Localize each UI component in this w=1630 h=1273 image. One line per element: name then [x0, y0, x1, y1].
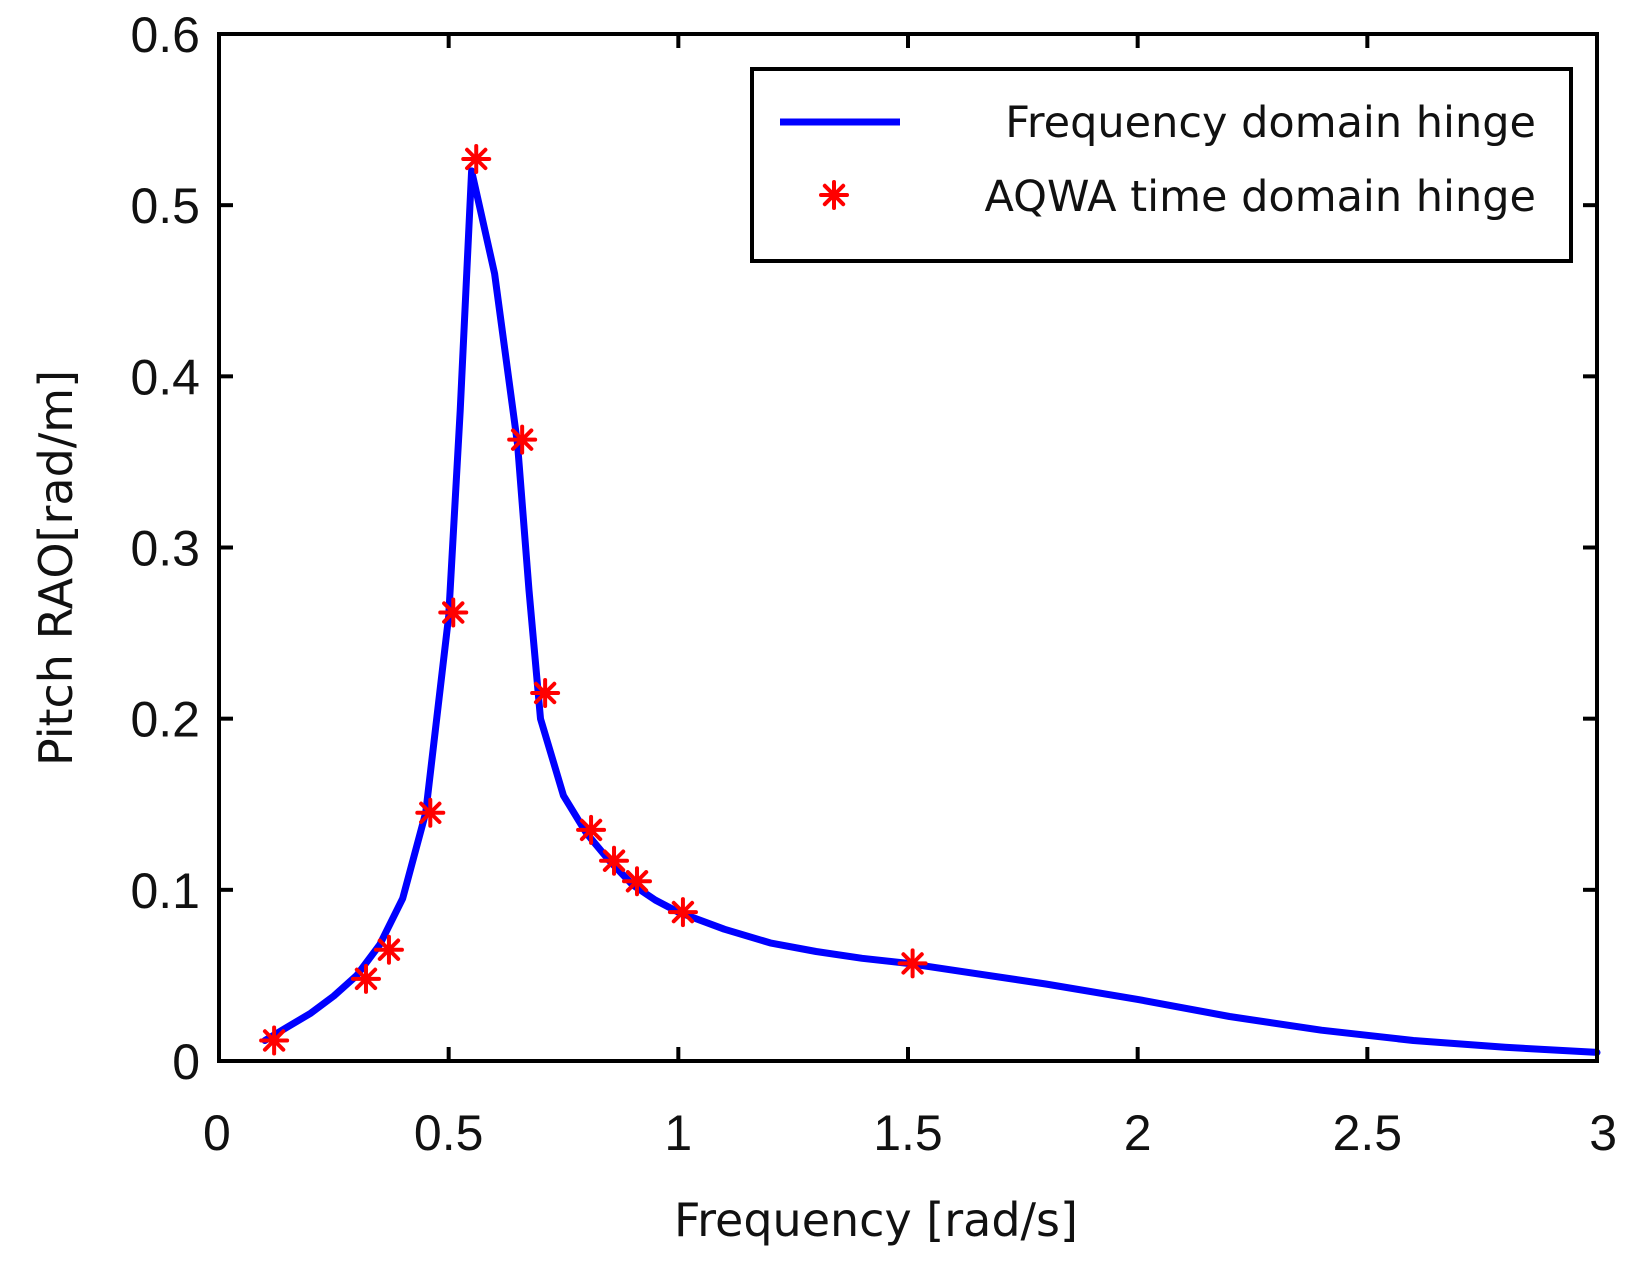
legend: Frequency domain hinge AQWA time domain …	[750, 67, 1573, 263]
x-tick-label: 0	[203, 1105, 231, 1161]
aqwa-data-point	[373, 934, 404, 965]
aqwa-data-point	[621, 866, 652, 897]
aqwa-data-point	[507, 424, 538, 455]
y-tick-label: 0.1	[130, 863, 200, 919]
aqwa-data-point	[461, 143, 492, 174]
series-line-frequency-domain	[261, 167, 1601, 1056]
x-tick-label: 0.5	[414, 1105, 484, 1161]
aqwa-data-point	[438, 597, 469, 628]
legend-asterisk-swatch	[819, 180, 849, 210]
legend-label-aqwa: AQWA time domain hinge	[985, 172, 1536, 222]
y-tick-label: 0	[172, 1034, 200, 1090]
aqwa-data-point	[415, 797, 446, 828]
series-layer	[259, 143, 1601, 1056]
aqwa-data-point	[897, 948, 928, 979]
legend-box	[750, 67, 1573, 263]
aqwa-data-point	[599, 845, 630, 876]
y-axis-label: Pitch RAO[rad/m]	[29, 370, 83, 766]
y-tick-label: 0.4	[130, 349, 200, 405]
x-tick-label: 3	[1589, 1105, 1617, 1161]
y-tick-label: 0.6	[130, 7, 200, 63]
x-tick-label: 2	[1124, 1105, 1152, 1161]
y-tick-label: 0.3	[130, 521, 200, 577]
aqwa-data-point	[667, 897, 698, 928]
legend-label-frequency: Frequency domain hinge	[1005, 98, 1536, 148]
aqwa-data-point	[576, 814, 607, 845]
y-tick-label: 0.2	[130, 692, 200, 748]
x-axis-label: Frequency [rad/s]	[674, 1193, 1078, 1247]
x-tick-label: 1	[664, 1105, 692, 1161]
y-tick-label: 0.5	[130, 178, 200, 234]
x-tick-label: 1.5	[873, 1105, 943, 1161]
plot-frame	[217, 32, 1599, 1063]
aqwa-data-point	[350, 963, 381, 994]
aqwa-data-point	[530, 677, 561, 708]
axis-tick-labels: 0 0.5 1 1.5 2 2.5 3 0 0.1 0.2 0.3 0.4 0.5 0.6	[130, 7, 1617, 1161]
aqwa-data-point	[259, 1025, 290, 1056]
x-tick-label: 2.5	[1333, 1105, 1403, 1161]
